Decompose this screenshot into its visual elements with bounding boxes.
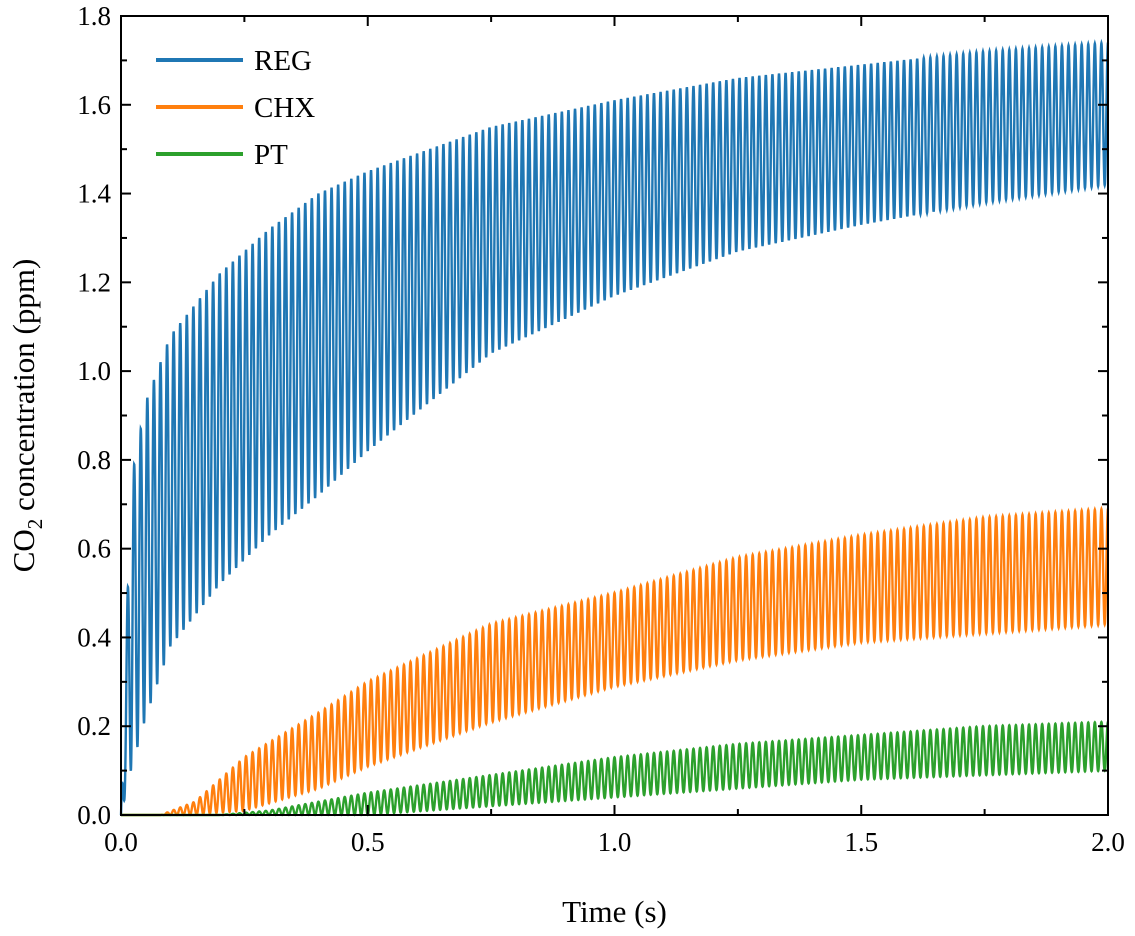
x-tick-label: 0.5: [351, 827, 385, 857]
y-tick-label: 1.6: [77, 90, 111, 120]
ticks-layer: 0.0 0.5 1.0 1.5 2.0 0.0 0.2 0.4 0.6 0.8 1.0 1.2 1.4 1…: [77, 1, 1125, 857]
legend-label-chx: CHX: [254, 92, 315, 124]
y-axis-title-prefix: CO: [6, 529, 41, 572]
x-axis-title: Time (s): [562, 894, 667, 929]
y-axis-title: CO2 concentration (ppm): [6, 259, 47, 573]
x-tick-label: 2.0: [1091, 827, 1125, 857]
legend: REG CHX PT: [156, 45, 315, 171]
y-tick-label: 0.6: [77, 534, 111, 564]
y-tick-label: 0.0: [77, 800, 111, 830]
x-tick-label: 1.0: [598, 827, 632, 857]
y-tick-label: 1.8: [77, 1, 111, 31]
legend-label-pt: PT: [254, 139, 288, 171]
y-tick-label: 0.2: [77, 711, 111, 741]
series-layer: [119, 38, 1110, 817]
y-axis-title-suffix: concentration (ppm): [6, 259, 41, 519]
y-tick-label: 1.0: [77, 356, 111, 386]
legend-label-reg: REG: [254, 45, 312, 77]
y-tick-label: 0.4: [77, 622, 111, 652]
y-tick-label: 1.2: [77, 267, 111, 297]
series-line-chx: [121, 505, 1110, 817]
x-tick-label: 1.5: [844, 827, 878, 857]
series-line-reg: [119, 38, 1110, 816]
y-tick-label: 0.8: [77, 445, 111, 475]
series-line-pt: [121, 720, 1110, 817]
y-tick-label: 1.4: [77, 179, 111, 209]
y-axis-title-subscript: 2: [23, 519, 47, 530]
x-tick-label: 0.0: [104, 827, 138, 857]
